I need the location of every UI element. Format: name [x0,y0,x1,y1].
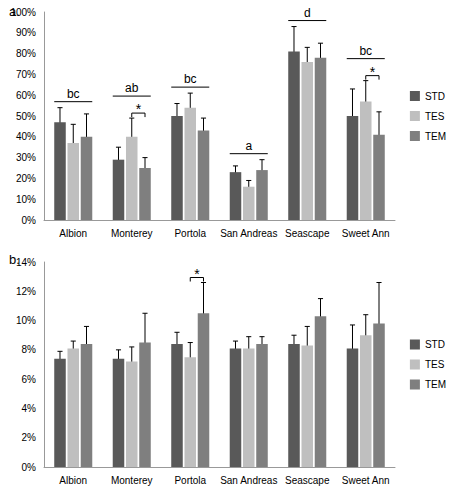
svg-text:Monterey: Monterey [111,475,153,486]
svg-text:*: * [136,101,142,117]
svg-text:40%: 40% [16,131,36,142]
svg-text:12%: 12% [16,286,36,297]
svg-text:0%: 0% [22,462,37,473]
svg-text:4%: 4% [22,403,37,414]
svg-text:70%: 70% [16,69,36,80]
svg-text:TEM: TEM [425,131,446,142]
svg-text:bc: bc [359,44,372,58]
svg-text:Sweet Ann: Sweet Ann [342,475,390,486]
svg-text:20%: 20% [16,173,36,184]
svg-text:Albion: Albion [59,228,87,239]
svg-text:TES: TES [425,111,445,122]
svg-text:*: * [370,64,376,80]
svg-text:Albion: Albion [59,475,87,486]
svg-text:100%: 100% [10,6,36,18]
svg-text:2%: 2% [22,432,37,443]
svg-text:a: a [245,139,252,153]
svg-text:bc: bc [67,87,80,101]
svg-text:50%: 50% [16,111,36,122]
svg-text:bc: bc [184,72,197,86]
svg-text:80%: 80% [16,48,36,59]
svg-text:*: * [194,266,200,282]
svg-text:0%: 0% [22,215,37,226]
svg-text:b.: b. [9,252,20,267]
svg-text:14%: 14% [16,256,36,268]
svg-text:TES: TES [425,359,445,370]
svg-text:Portola: Portola [174,228,206,239]
svg-text:Seascape: Seascape [285,475,330,486]
svg-text:Sweet Ann: Sweet Ann [342,228,390,239]
svg-text:San Andreas: San Andreas [220,228,277,239]
svg-text:90%: 90% [16,27,36,38]
svg-text:Seascape: Seascape [285,228,330,239]
svg-text:TEM: TEM [425,379,446,390]
svg-text:STD: STD [425,339,445,350]
svg-text:Portola: Portola [174,475,206,486]
svg-text:8%: 8% [22,344,37,355]
svg-text:60%: 60% [16,90,36,101]
svg-text:10%: 10% [16,315,36,326]
svg-text:10%: 10% [16,194,36,205]
svg-text:6%: 6% [22,374,37,385]
svg-text:a.: a. [9,4,20,19]
svg-text:30%: 30% [16,152,36,163]
svg-text:STD: STD [425,91,445,102]
svg-text:d: d [304,6,311,20]
svg-text:San Andreas: San Andreas [220,475,277,486]
svg-text:ab: ab [125,81,139,95]
svg-text:Monterey: Monterey [111,228,153,239]
